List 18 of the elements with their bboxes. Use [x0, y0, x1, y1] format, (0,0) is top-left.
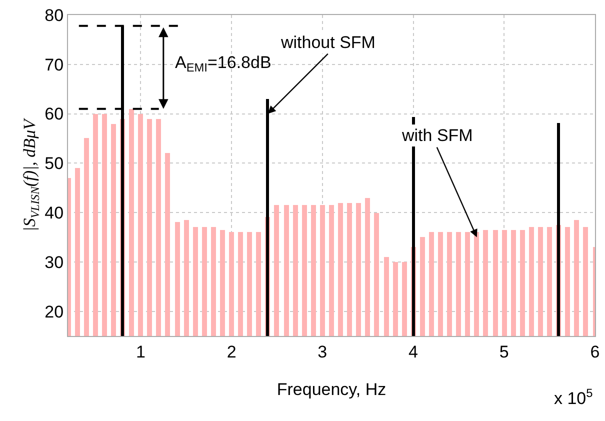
y-tick-label: 50 — [44, 154, 64, 174]
annotation: A$_{EMI}$=16.8dB — [175, 53, 272, 75]
x-tick-label: 3 — [318, 342, 328, 362]
y-tick-label: 70 — [44, 55, 64, 74]
annotation: without SFM — [280, 33, 376, 52]
text: x 10$^{5}$ — [554, 386, 594, 408]
y-tick-label: 60 — [44, 104, 64, 124]
x-axis-title: Frequency, Hz — [276, 380, 386, 399]
x-tick-label: 2 — [226, 342, 236, 362]
y-tick-label: 40 — [44, 203, 64, 222]
x-tick-label: 1 — [136, 342, 146, 362]
y-tick-label: 30 — [44, 252, 64, 272]
annotation: with SFM — [401, 126, 473, 145]
y-tick-label: 80 — [44, 6, 64, 25]
x-tick-label: 6 — [590, 342, 600, 362]
x-tick-label: 5 — [499, 342, 509, 362]
x-tick-label: 4 — [408, 342, 418, 362]
y-tick-label: 20 — [44, 302, 64, 322]
